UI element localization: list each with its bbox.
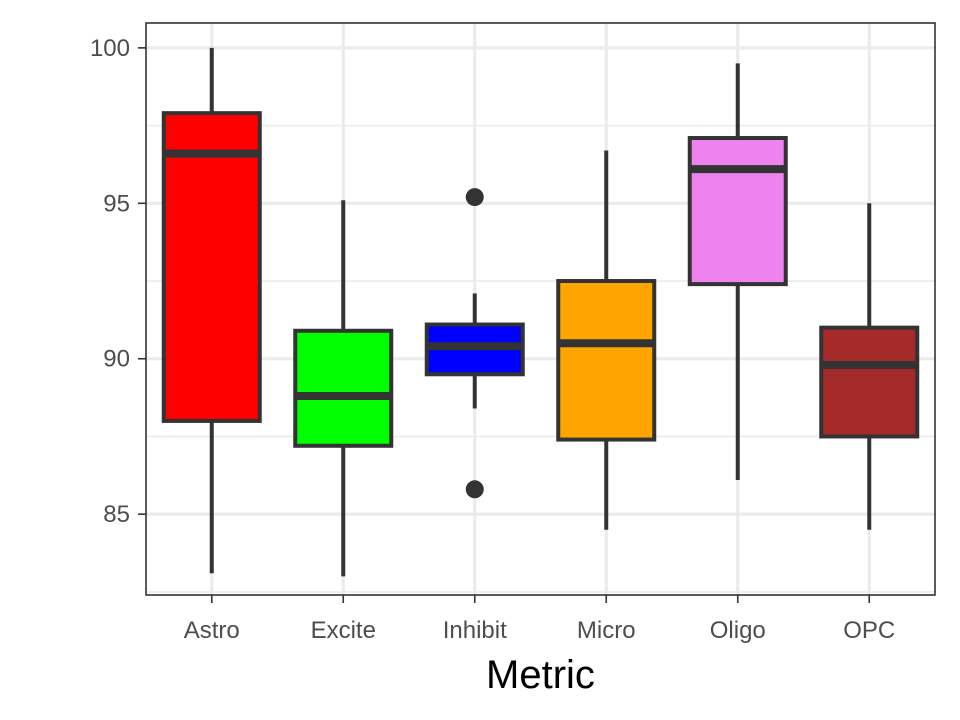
x-tick-label-micro: Micro [577,617,636,644]
box-rect-astro [161,111,262,423]
box-rect-opc [819,325,920,439]
x-tick-label-inhibit: Inhibit [443,617,507,644]
box-excite [293,200,394,577]
y-tick-label: 90 [103,346,130,373]
box-rect-excite [293,328,394,448]
x-axis-title: Metric [486,653,595,697]
box-inhibit [424,188,525,499]
x-tick-label-excite: Excite [311,617,376,644]
boxes-layer [161,47,920,577]
axes-layer: 85 90 95 100 Astro Excite Inhibit Micro Oligo OPC [90,35,895,644]
plot-border [145,22,936,596]
x-tick-label-opc: OPC [843,617,895,644]
box-astro [161,47,262,574]
outlier-point-inhibit [465,188,484,207]
box-micro [556,150,657,530]
box-rect-oligo [687,136,788,287]
x-tick-label-oligo: Oligo [710,617,766,644]
box-oligo [687,63,788,480]
x-tick-label-astro: Astro [184,617,240,644]
box-opc [819,203,920,530]
plot-background [146,23,935,595]
y-tick-label: 85 [103,501,130,528]
y-tick-label: 100 [90,35,130,62]
outlier-point-inhibit [465,480,484,499]
box-rect-micro [556,279,657,442]
y-tick-label: 95 [103,190,130,217]
